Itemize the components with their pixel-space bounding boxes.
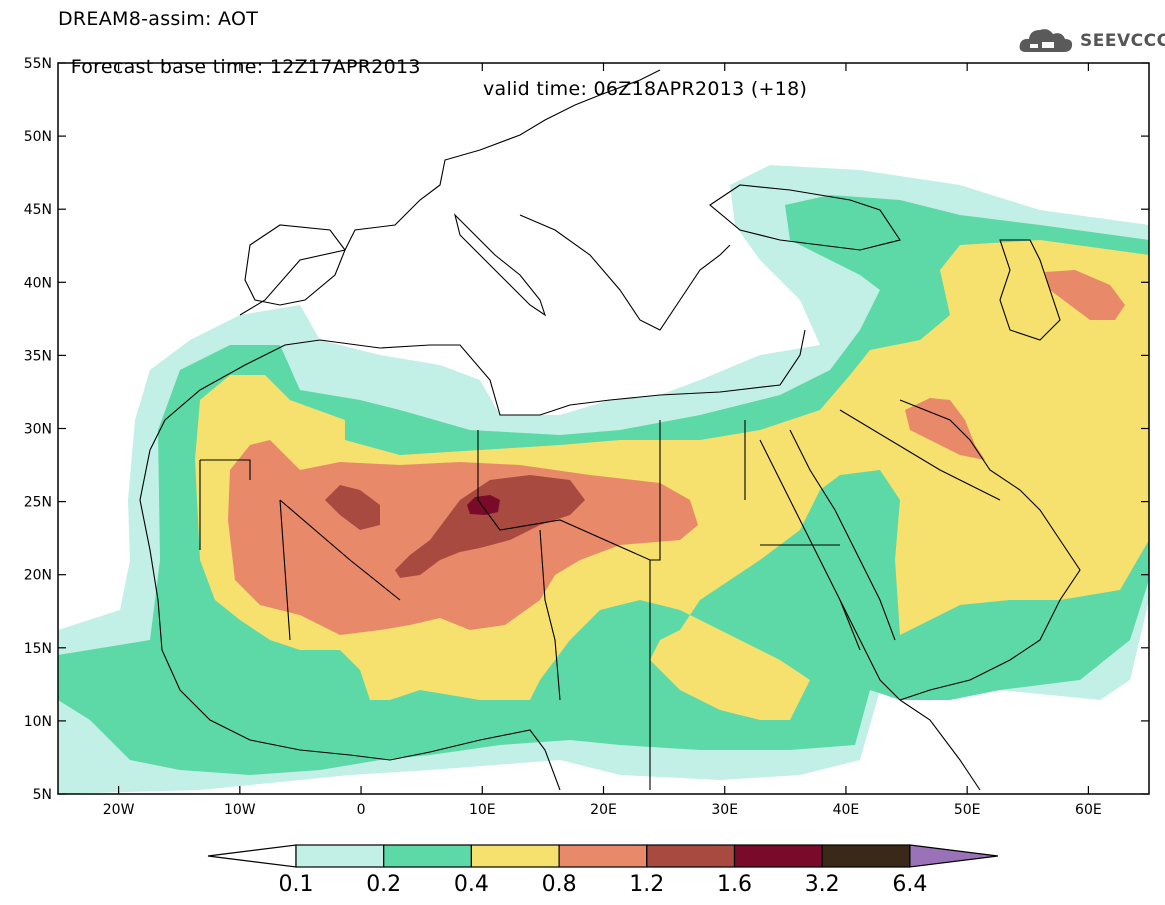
aot-field-0.8-caspian	[1045, 270, 1125, 320]
aot-field-1.2	[325, 475, 585, 578]
cloud-logo-icon	[1019, 29, 1073, 52]
lat-tick-label: 10N	[24, 714, 52, 730]
lat-tick-label: 5N	[33, 787, 52, 803]
colorbar: 0.1 0.2 0.4 0.8 1.2 1.6 3.2 6.4	[207, 844, 998, 897]
coastline-iberia	[244, 224, 346, 306]
colorbar-arrow-high	[909, 844, 998, 868]
colorbar-label: 0.2	[366, 872, 401, 897]
colorbar-label: 1.2	[629, 872, 664, 897]
coastline-balkans	[519, 214, 731, 331]
colorbar-label: 3.2	[805, 872, 840, 897]
base-time: Forecast base time: 12Z17APR2013	[70, 56, 421, 78]
coastline-arabia	[899, 399, 1081, 701]
lat-tick-label: 40N	[24, 275, 52, 291]
coastline-red-sea	[759, 429, 901, 701]
colorbar-swatch	[733, 844, 823, 868]
map-title: DREAM8-assim: AOT	[58, 8, 259, 30]
colorbar-swatch	[383, 844, 473, 868]
lon-tick-label: 10E	[469, 802, 496, 818]
colorbar-swatch	[558, 844, 648, 868]
colorbar-label: 0.8	[542, 872, 577, 897]
lon-tick-label: 0	[357, 802, 366, 818]
colorbar-arrow-low	[207, 844, 297, 868]
colorbar-swatch	[821, 844, 911, 868]
coastline-black-sea	[709, 184, 901, 251]
coastline-italy	[453, 213, 547, 317]
lon-tick-label: 20E	[590, 802, 617, 818]
lon-tick-label: 60E	[1075, 802, 1102, 818]
colorbar-label: 6.4	[892, 872, 927, 897]
logo-text: SEEVCCC	[1080, 31, 1165, 51]
lat-axis: 55N 50N 45N 40N 35N 30N 25N 20N 15N 10N 5N	[24, 56, 1149, 803]
border-a	[279, 420, 661, 790]
coastline-caspian	[999, 239, 1061, 341]
border-b	[199, 409, 1001, 651]
lon-axis: 20W 10W 0 10E 20E 30E 40E 50E 60E	[103, 63, 1102, 818]
coastline-west-africa	[139, 449, 561, 791]
lon-tick-label: 20W	[103, 802, 135, 818]
coastline-horn	[899, 699, 981, 791]
lat-tick-label: 50N	[24, 129, 52, 145]
lat-tick-label: 30N	[24, 422, 52, 438]
colorbar-swatch	[470, 844, 560, 868]
colorbar-swatch	[646, 844, 736, 868]
seevccc-logo: SEEVCCC	[1018, 22, 1165, 58]
lat-tick-label: 35N	[24, 348, 52, 364]
coastline-north-africa	[149, 329, 806, 451]
lat-tick-label: 20N	[24, 568, 52, 584]
colorbar-label: 1.6	[717, 872, 752, 897]
colorbar-label: 0.4	[454, 872, 489, 897]
lon-tick-label: 40E	[833, 802, 860, 818]
aot-field-0.8-east	[905, 398, 985, 460]
coastlines	[139, 69, 1081, 791]
lat-tick-label: 25N	[24, 495, 52, 511]
lon-tick-label: 10W	[224, 802, 256, 818]
aot-field-1.6	[467, 495, 500, 515]
coastline-europe	[239, 69, 661, 316]
lat-tick-label: 55N	[24, 56, 52, 72]
colorbar-swatch	[295, 844, 385, 868]
lon-tick-label: 50E	[954, 802, 981, 818]
lat-tick-label: 45N	[24, 202, 52, 218]
lat-tick-label: 15N	[24, 641, 52, 657]
lon-tick-label: 30E	[711, 802, 738, 818]
colorbar-label: 0.1	[279, 872, 314, 897]
aot-shading	[58, 165, 1149, 794]
